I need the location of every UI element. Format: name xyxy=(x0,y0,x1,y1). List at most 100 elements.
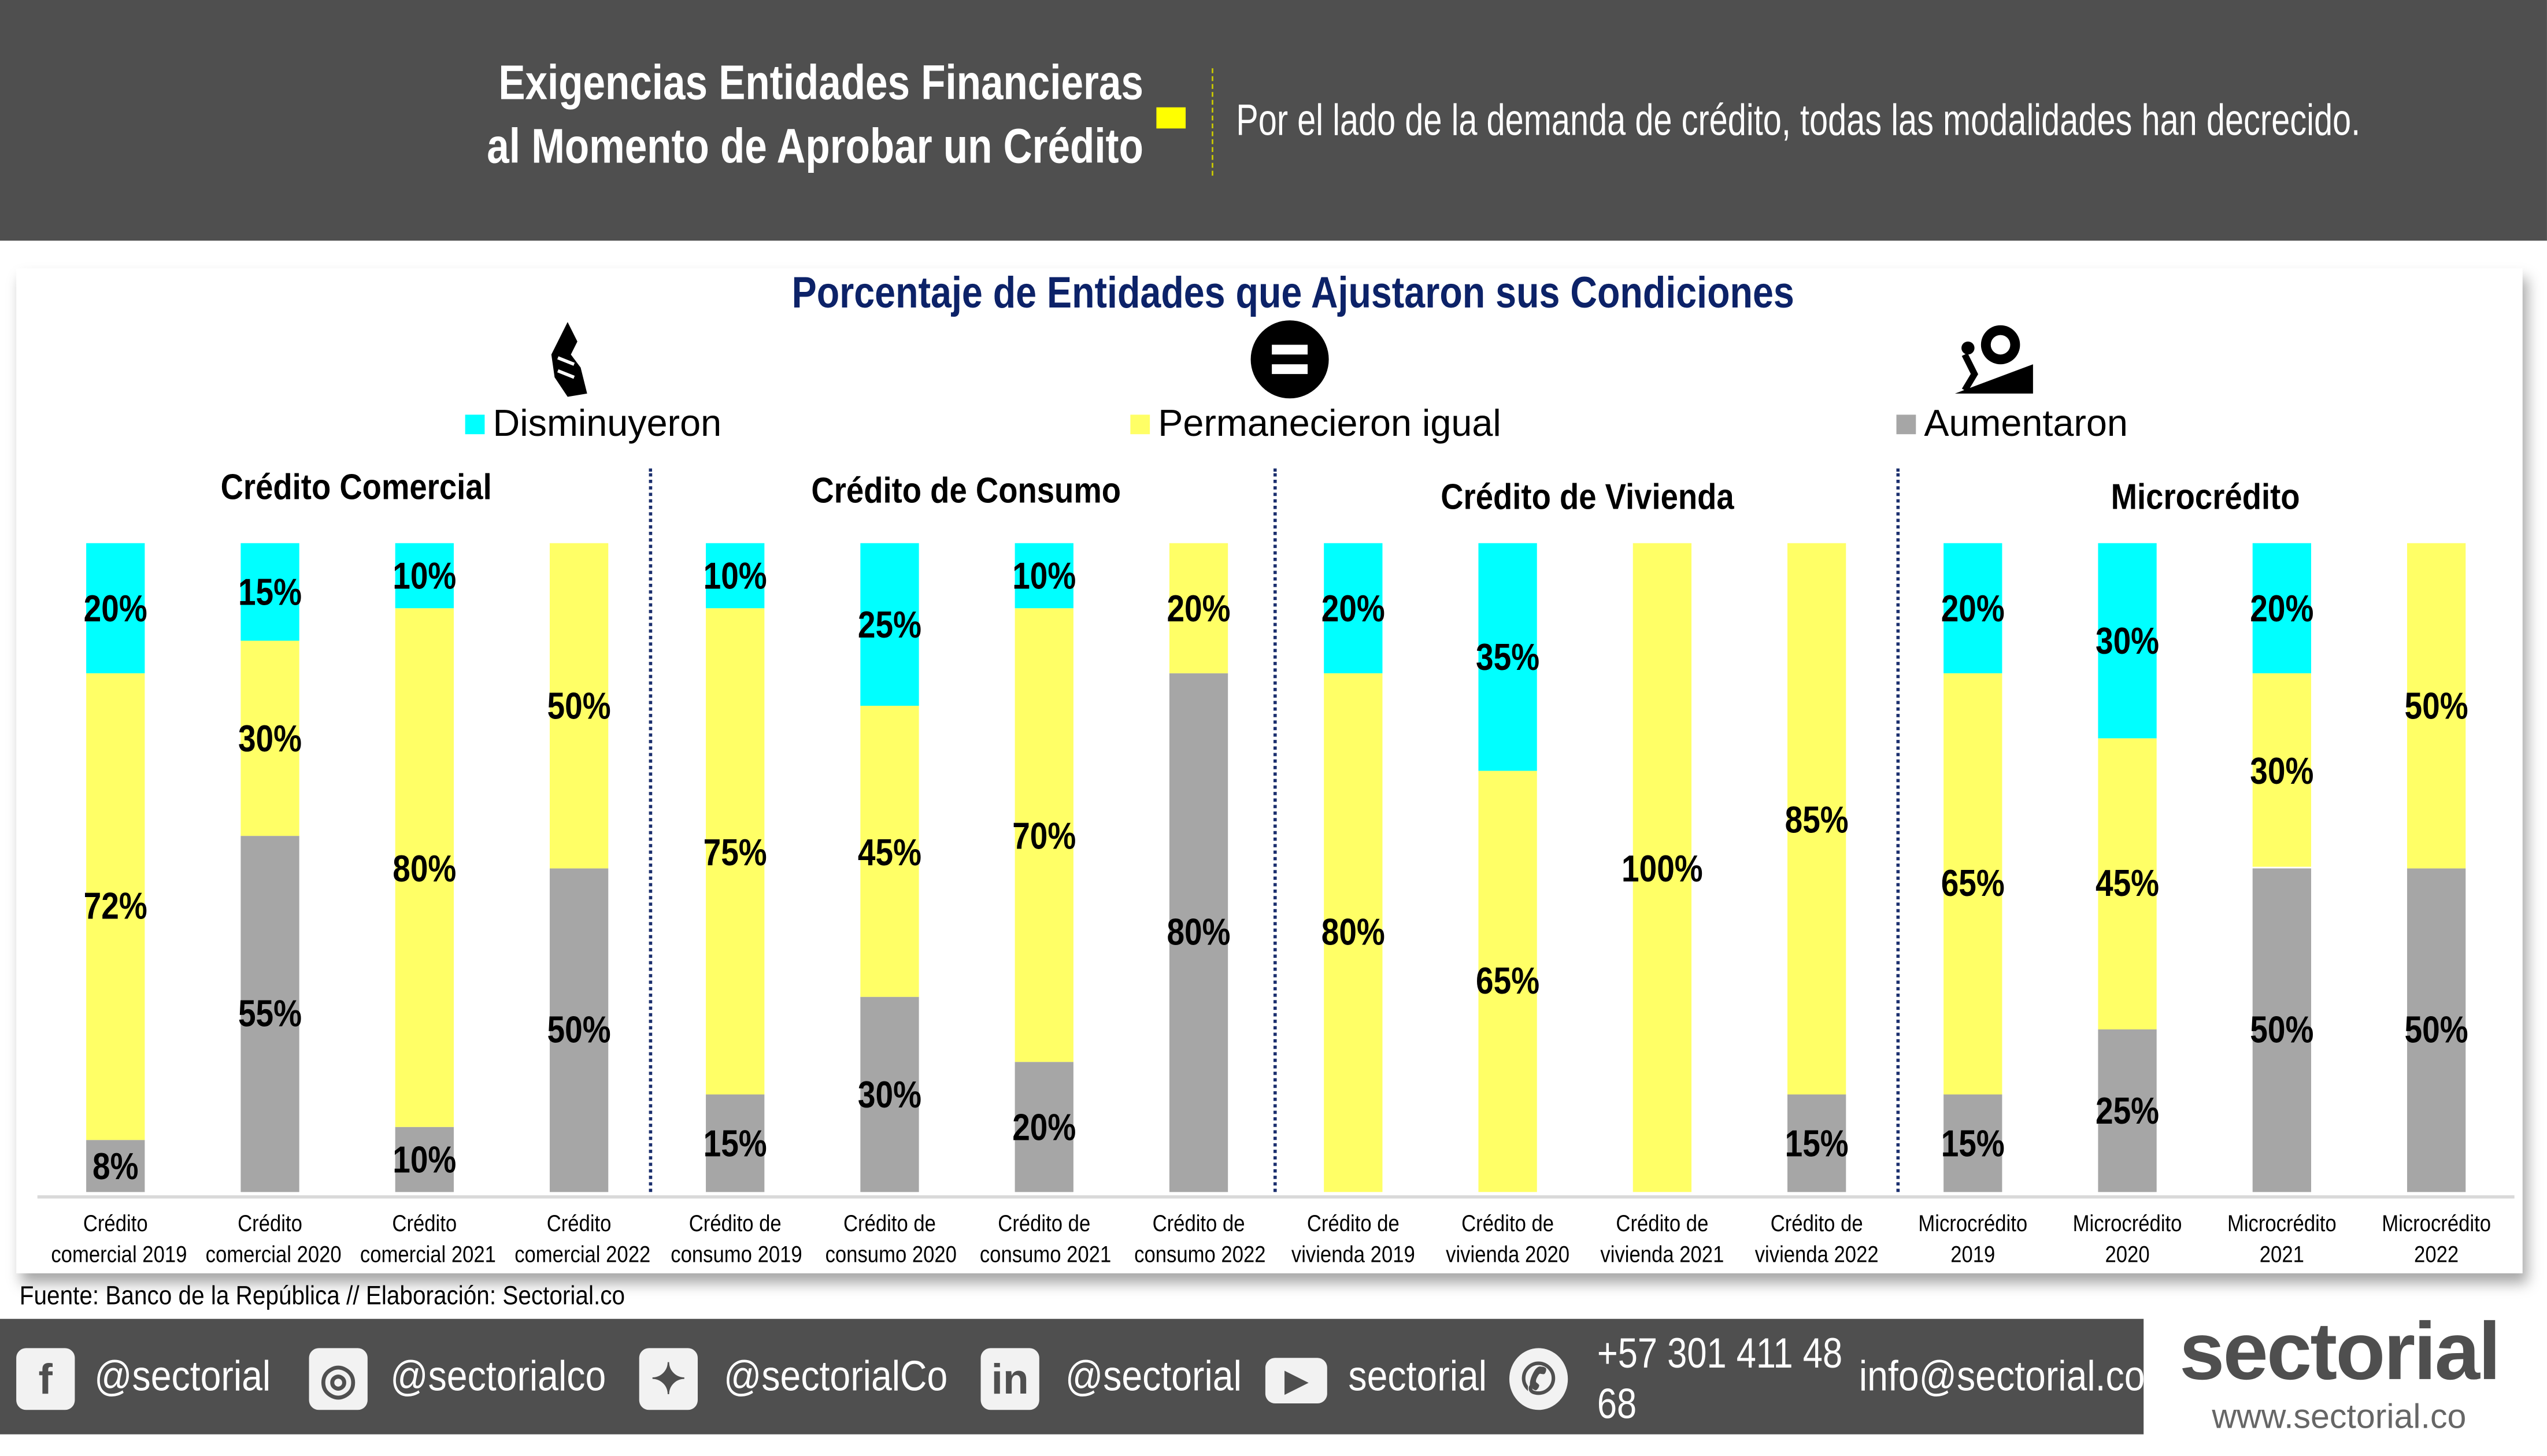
bar-segment xyxy=(1788,543,1847,1095)
bar-segment xyxy=(395,607,454,1127)
bar-segment xyxy=(860,997,919,1192)
bar-stack: 30% 45% 25% xyxy=(857,543,921,1192)
data-label: 30% xyxy=(2249,749,2313,792)
bar-stack: 65% 35% xyxy=(1476,543,1540,1192)
bar-segment xyxy=(1942,1094,2002,1192)
x-tick-line: Crédito xyxy=(83,1210,148,1236)
x-tick-line: comercial 2019 xyxy=(51,1240,187,1267)
data-label: 100% xyxy=(1622,846,1704,889)
legend-item-aumentaron: Aumentaron xyxy=(1896,401,2128,444)
page-title: Exigencias Entidades Financieras al Momen… xyxy=(472,52,1143,179)
bar-segment xyxy=(86,673,145,1140)
x-tick-label: Microcrédito 2022 xyxy=(2372,1208,2501,1270)
data-label: 30% xyxy=(238,716,302,760)
youtube-icon[interactable]: ▶ xyxy=(1265,1358,1327,1404)
data-label: 70% xyxy=(1012,814,1076,857)
data-label: 10% xyxy=(393,554,457,597)
bar-stack: 15% 75% 10% xyxy=(702,543,766,1192)
data-label: 30% xyxy=(2095,619,2159,662)
bar-segment xyxy=(550,543,609,868)
data-label: 20% xyxy=(1321,587,1385,629)
legend-label: Aumentaron xyxy=(1924,401,2128,444)
bar-stack: 55% 30% 15% xyxy=(238,543,302,1192)
legend-item-permanecieron: Permanecieron igual xyxy=(1130,402,1501,444)
x-tick-line: Crédito de xyxy=(843,1210,935,1236)
linkedin-handle[interactable]: @sectorial xyxy=(1065,1351,1242,1401)
youtube-handle[interactable]: sectorial xyxy=(1348,1351,1487,1401)
data-label: 25% xyxy=(857,603,921,646)
bar-segment xyxy=(1942,673,2002,1095)
x-tick-line: consumo 2021 xyxy=(979,1240,1111,1267)
group-title: Crédito de Consumo xyxy=(811,470,1121,511)
x-tick-label: Crédito de consumo 2021 xyxy=(979,1208,1111,1270)
bar-segment xyxy=(395,1127,454,1192)
x-axis xyxy=(37,1195,2515,1199)
x-tick-line: Crédito xyxy=(547,1210,612,1236)
bar-segment xyxy=(1014,607,1073,1062)
bar-segment xyxy=(2097,738,2156,1030)
x-tick-line: Crédito de xyxy=(1771,1210,1864,1236)
legend-swatch xyxy=(465,414,485,435)
whatsapp-number[interactable]: +57 301 411 48 68 xyxy=(1597,1329,1842,1429)
data-label: 8% xyxy=(92,1144,139,1187)
instagram-handle[interactable]: @sectorialco xyxy=(390,1351,606,1401)
x-tick-label: Crédito comercial 2019 xyxy=(51,1208,187,1270)
legend-swatch xyxy=(1130,414,1150,435)
x-tick-line: vivienda 2021 xyxy=(1601,1240,1725,1267)
x-tick-label: Microcrédito 2020 xyxy=(2063,1208,2191,1270)
bar-segment xyxy=(550,868,609,1192)
bar-stack: 8% 72% 20% xyxy=(84,543,147,1192)
x-tick-line: Crédito xyxy=(393,1210,457,1236)
x-tick-line: 2020 xyxy=(2104,1240,2149,1267)
linkedin-icon[interactable]: in xyxy=(980,1348,1039,1410)
phone-line-1: +57 301 411 48 xyxy=(1597,1328,1843,1378)
data-label: 45% xyxy=(2095,862,2159,905)
bar-segment xyxy=(1014,1062,1073,1192)
x-tick-line: Crédito de xyxy=(1306,1210,1400,1236)
x-tick-line: consumo 2019 xyxy=(669,1240,802,1267)
bar-segment xyxy=(2252,673,2311,868)
legend-swatch xyxy=(1896,414,1916,435)
bar-segment xyxy=(1788,1094,1847,1192)
data-label: 50% xyxy=(2404,1009,2468,1051)
x-tick-line: 2022 xyxy=(2413,1240,2459,1267)
website-link[interactable]: www.sectorial.co xyxy=(2212,1398,2467,1436)
yellow-marker-icon xyxy=(1156,107,1186,129)
bar-stack: 100% xyxy=(1622,543,1704,1192)
twitter-handle[interactable]: @sectorialCo xyxy=(724,1351,948,1401)
bar-stack: 50% 30% 20% xyxy=(2250,543,2313,1192)
x-tick-line: Crédito de xyxy=(688,1210,781,1236)
x-tick-line: 2021 xyxy=(2259,1240,2304,1267)
bar-segment xyxy=(705,1094,764,1192)
data-label: 10% xyxy=(393,1138,457,1181)
bar-segment xyxy=(86,1140,145,1192)
sectorial-logo: sectorial xyxy=(2179,1306,2501,1397)
bar-segment xyxy=(1324,673,1383,1192)
data-label: 20% xyxy=(2249,587,2313,629)
x-tick-line: consumo 2022 xyxy=(1134,1240,1266,1267)
whatsapp-icon[interactable]: ✆ xyxy=(1509,1348,1568,1410)
data-label: 50% xyxy=(547,1009,612,1051)
x-tick-line: Crédito de xyxy=(997,1210,1090,1236)
x-tick-line: Microcrédito xyxy=(2227,1210,2337,1236)
bar-segment xyxy=(705,543,764,608)
legend-label: Disminuyeron xyxy=(493,401,722,444)
x-tick-label: Crédito comercial 2022 xyxy=(515,1208,651,1270)
twitter-icon[interactable]: ✦ xyxy=(639,1348,698,1410)
x-tick-label: Crédito comercial 2020 xyxy=(206,1208,342,1270)
bar-segment xyxy=(240,835,300,1192)
data-label: 20% xyxy=(1940,587,2004,629)
email-link[interactable]: info@sectorial.co xyxy=(1859,1351,2145,1401)
data-label: 75% xyxy=(702,830,767,873)
bar-segment xyxy=(1169,673,1228,1192)
climbing-up-icon xyxy=(1954,325,2033,394)
instagram-icon[interactable]: ◎ xyxy=(309,1348,368,1410)
x-tick-label: Crédito de vivienda 2019 xyxy=(1289,1208,1418,1270)
facebook-icon[interactable]: f xyxy=(16,1348,75,1410)
phone-line-2: 68 xyxy=(1597,1379,1637,1428)
data-label: 65% xyxy=(1476,959,1540,1002)
bar-segment xyxy=(2252,543,2311,673)
data-label: 15% xyxy=(238,570,302,613)
facebook-handle[interactable]: @sectorial xyxy=(94,1351,271,1401)
data-label: 80% xyxy=(1321,911,1385,954)
